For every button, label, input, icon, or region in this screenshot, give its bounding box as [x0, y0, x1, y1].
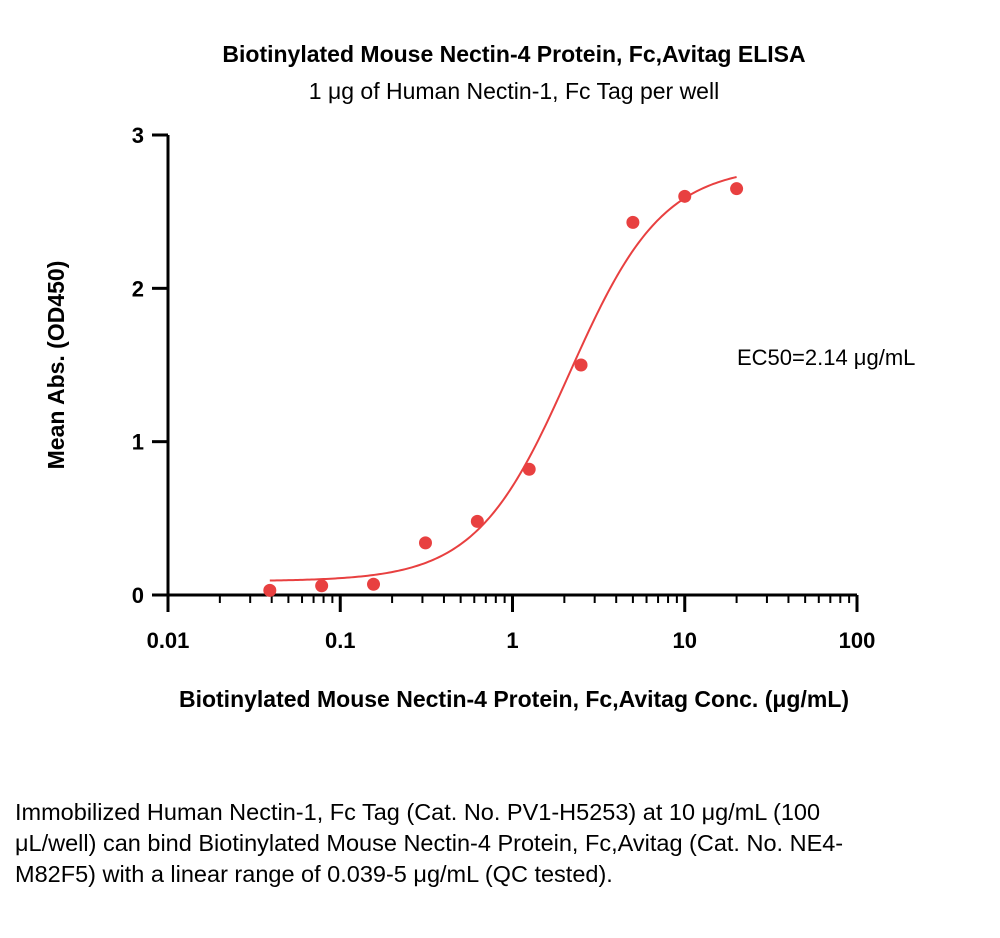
data-point [730, 182, 744, 196]
y-axis-title: Mean Abs. (OD450) [43, 261, 69, 470]
x-tick-label: 0.1 [325, 628, 356, 653]
x-axis-title: Biotinylated Mouse Nectin-4 Protein, Fc,… [179, 686, 849, 712]
data-point [626, 215, 640, 229]
y-tick-label: 3 [132, 123, 144, 148]
x-tick-label: 10 [673, 628, 697, 653]
ec50-annotation: EC50=2.14 μg/mL [737, 345, 915, 370]
fit-curve-group [269, 176, 737, 582]
caption-text: Immobilized Human Nectin-1, Fc Tag (Cat.… [15, 799, 844, 887]
data-point [522, 462, 536, 476]
data-point [418, 536, 432, 550]
chart-title: Biotinylated Mouse Nectin-4 Protein, Fc,… [222, 41, 805, 67]
data-point [367, 577, 381, 591]
data-point [263, 583, 277, 597]
data-point [678, 189, 692, 203]
chart-subtitle: 1 μg of Human Nectin-1, Fc Tag per well [309, 78, 719, 104]
data-points [263, 182, 744, 597]
data-point [574, 358, 588, 372]
y-tick-label: 1 [132, 430, 144, 455]
x-tick-label: 0.01 [147, 628, 190, 653]
x-tick-label: 100 [839, 628, 876, 653]
data-point [315, 579, 329, 593]
elisa-chart: Biotinylated Mouse Nectin-4 Protein, Fc,… [43, 41, 915, 712]
y-tick-label: 0 [132, 583, 144, 608]
axes: 0 1 2 3 0.01 0.1 1 10 100 [132, 123, 876, 653]
data-point [470, 514, 484, 528]
x-tick-label: 1 [506, 628, 518, 653]
fit-curve [269, 176, 737, 582]
y-tick-label: 2 [132, 276, 144, 301]
